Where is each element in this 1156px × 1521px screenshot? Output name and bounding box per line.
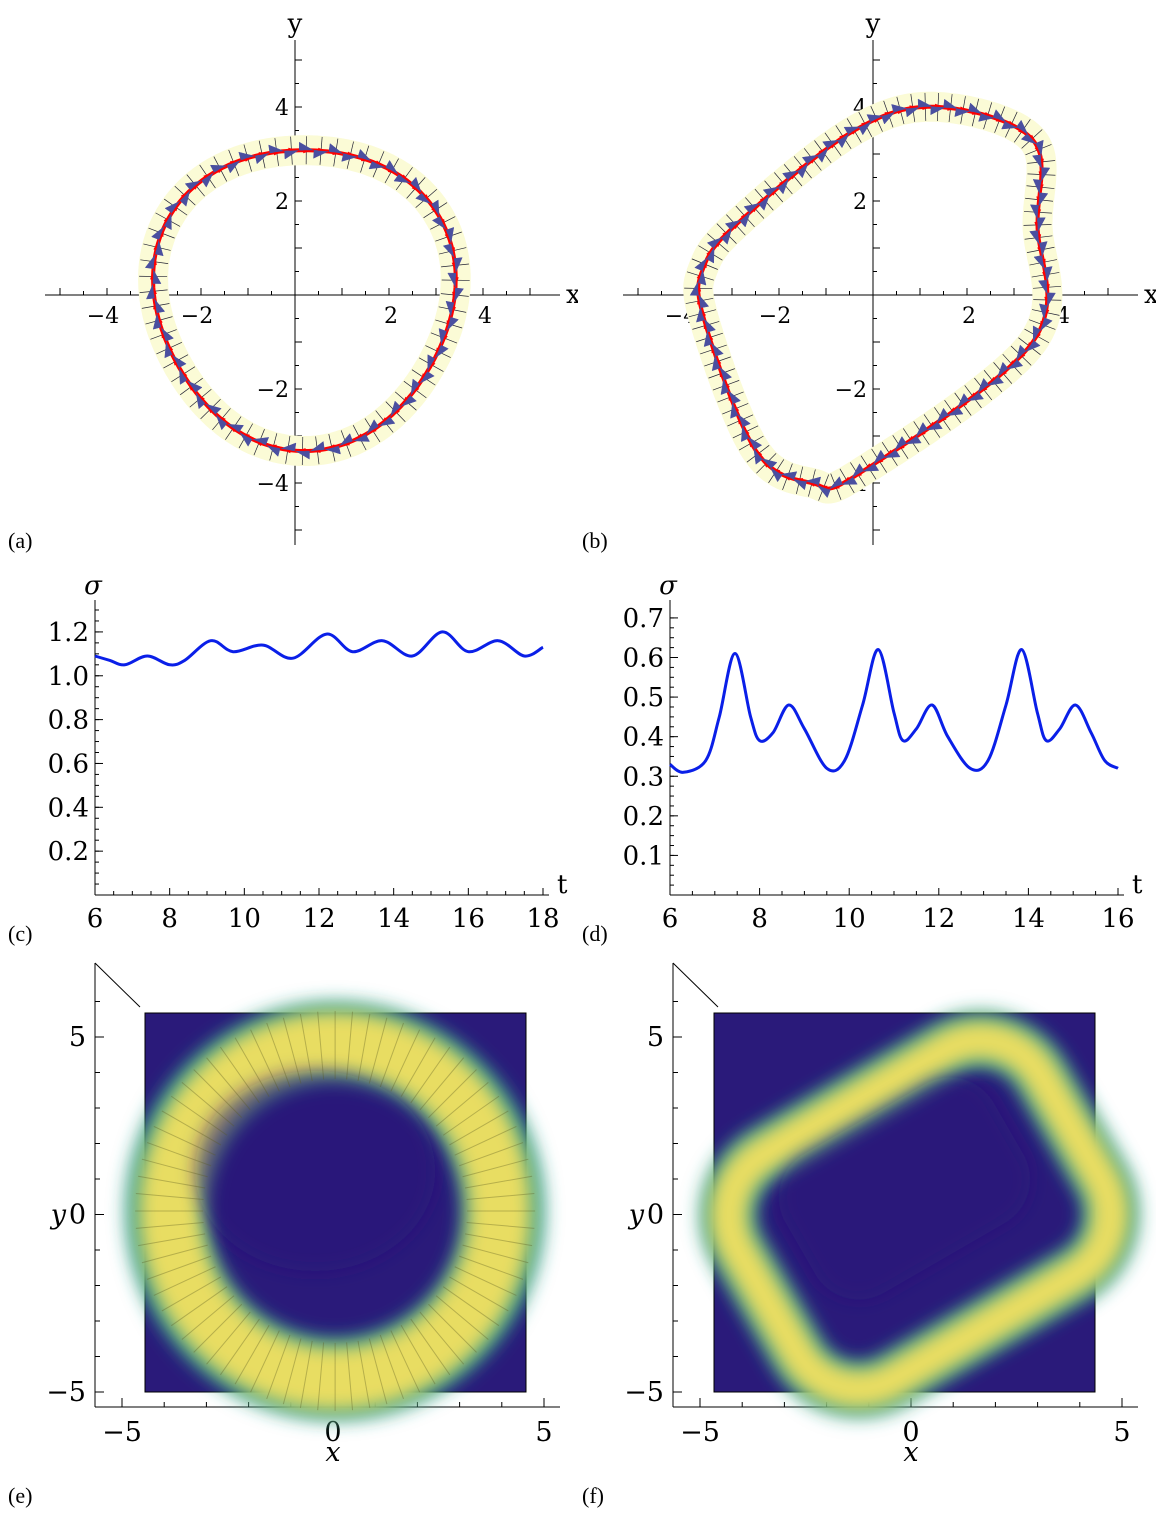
sigma-series-line — [670, 650, 1118, 773]
y-tick-label: 0.8 — [48, 706, 89, 736]
y-tick-label: 0.3 — [623, 762, 664, 792]
y-tick-label: −5 — [46, 1377, 86, 1408]
y-tick-label: −5 — [624, 1377, 664, 1408]
y-tick-label: 0.5 — [623, 683, 664, 713]
x-axis-label: t — [557, 870, 568, 900]
x-axis-label: t — [1132, 870, 1143, 900]
x-tick-label: −5 — [680, 1417, 720, 1448]
y-tick-label: 0.2 — [48, 837, 89, 867]
panel-d: 6 8 10 12 14 16 0.1 0.2 0.3 0.4 0.5 0.6 0.7 t σ (d) — [578, 565, 1156, 955]
x-tick-label: 6 — [87, 904, 104, 934]
perspective-edge — [673, 963, 718, 1007]
sigma-chart-c: 6 8 10 12 14 16 18 0.2 0.4 0.6 0.8 1.0 1.2 t σ — [0, 565, 578, 955]
x-tick-label: −2 — [181, 304, 213, 329]
y-tick-label: 0.6 — [48, 749, 89, 779]
y-tick-label-zero: 0 — [69, 1200, 86, 1231]
y-axis-label: y — [628, 1200, 645, 1231]
y-axis-label: y — [865, 9, 881, 39]
y-tick-label: 0.4 — [48, 793, 89, 823]
y-tick-label-zero: 0 — [647, 1200, 664, 1231]
x-axis-label: x — [325, 1437, 340, 1468]
x-tick-label: 8 — [161, 904, 178, 934]
y-tick-label: −2 — [257, 378, 289, 403]
panel-label-b: (b) — [582, 528, 608, 554]
y-axis-label: σ — [84, 571, 103, 601]
x-tick-label: 16 — [1101, 904, 1134, 934]
y-tick-label: 5 — [647, 1022, 664, 1053]
panel-label-c: (c) — [8, 921, 32, 947]
y-tick-label: 0.7 — [623, 604, 664, 634]
x-tick-label: 14 — [1012, 904, 1045, 934]
x-tick-label: 5 — [1113, 1417, 1130, 1448]
x-tick-label: −5 — [102, 1417, 142, 1448]
y-tick-label: −2 — [835, 378, 867, 403]
x-tick-label: 8 — [751, 904, 768, 934]
x-tick-label: 2 — [962, 304, 976, 329]
x-tick-label: 14 — [377, 904, 410, 934]
y-tick-label: 1.0 — [48, 662, 89, 692]
panel-c: 6 8 10 12 14 16 18 0.2 0.4 0.6 0.8 1.0 1.2 t σ (c) — [0, 565, 578, 955]
y-axis-label: σ — [659, 571, 678, 601]
y-tick-label: −4 — [257, 472, 289, 497]
x-tick-label: −2 — [759, 304, 791, 329]
x-tick-label: 2 — [384, 304, 398, 329]
panel-label-e: (e) — [8, 1483, 32, 1509]
sigma-chart-d: 6 8 10 12 14 16 0.1 0.2 0.3 0.4 0.5 0.6 0.7 t σ — [578, 565, 1156, 955]
y-tick-label: 2 — [275, 190, 289, 215]
sigma-series-line — [95, 632, 543, 665]
x-axis-label: x — [566, 280, 578, 310]
y-tick-label: 0.2 — [623, 802, 664, 832]
x-tick-label: 12 — [302, 904, 335, 934]
y-tick-label: 5 — [69, 1022, 86, 1053]
x-axis-label: x — [1144, 280, 1156, 310]
perspective-edge — [95, 963, 140, 1007]
panel-label-a: (a) — [8, 528, 32, 554]
x-tick-label: −4 — [87, 304, 119, 329]
x-tick-label: 6 — [662, 904, 679, 934]
panel-a: −4 −2 2 4 −4 −2 2 4 x y (a) — [0, 0, 578, 560]
x-tick-label: 18 — [526, 904, 559, 934]
y-tick-label: 0.1 — [623, 841, 664, 871]
x-tick-label: 12 — [922, 904, 955, 934]
y-tick-label: 0.4 — [623, 723, 664, 753]
x-tick-label: 10 — [833, 904, 866, 934]
x-tick-label: 4 — [478, 304, 492, 329]
x-tick-label: 5 — [535, 1417, 552, 1448]
x-tick-label: 16 — [452, 904, 485, 934]
y-axis-label: y — [287, 9, 303, 39]
x-tick-label: 10 — [228, 904, 261, 934]
y-tick-label: 2 — [853, 190, 867, 215]
y-tick-label: 1.2 — [48, 618, 89, 648]
panel-label-f: (f) — [582, 1483, 604, 1509]
y-axis-label: y — [50, 1200, 67, 1231]
y-tick-label: 0.6 — [623, 644, 664, 674]
panel-label-d: (d) — [582, 921, 608, 947]
ring-shadow — [195, 1071, 435, 1271]
x-axis-label: x — [903, 1437, 918, 1468]
orbit-chart-a: −4 −2 2 4 −4 −2 2 4 x y — [0, 0, 578, 560]
y-tick-label: 4 — [275, 96, 289, 121]
